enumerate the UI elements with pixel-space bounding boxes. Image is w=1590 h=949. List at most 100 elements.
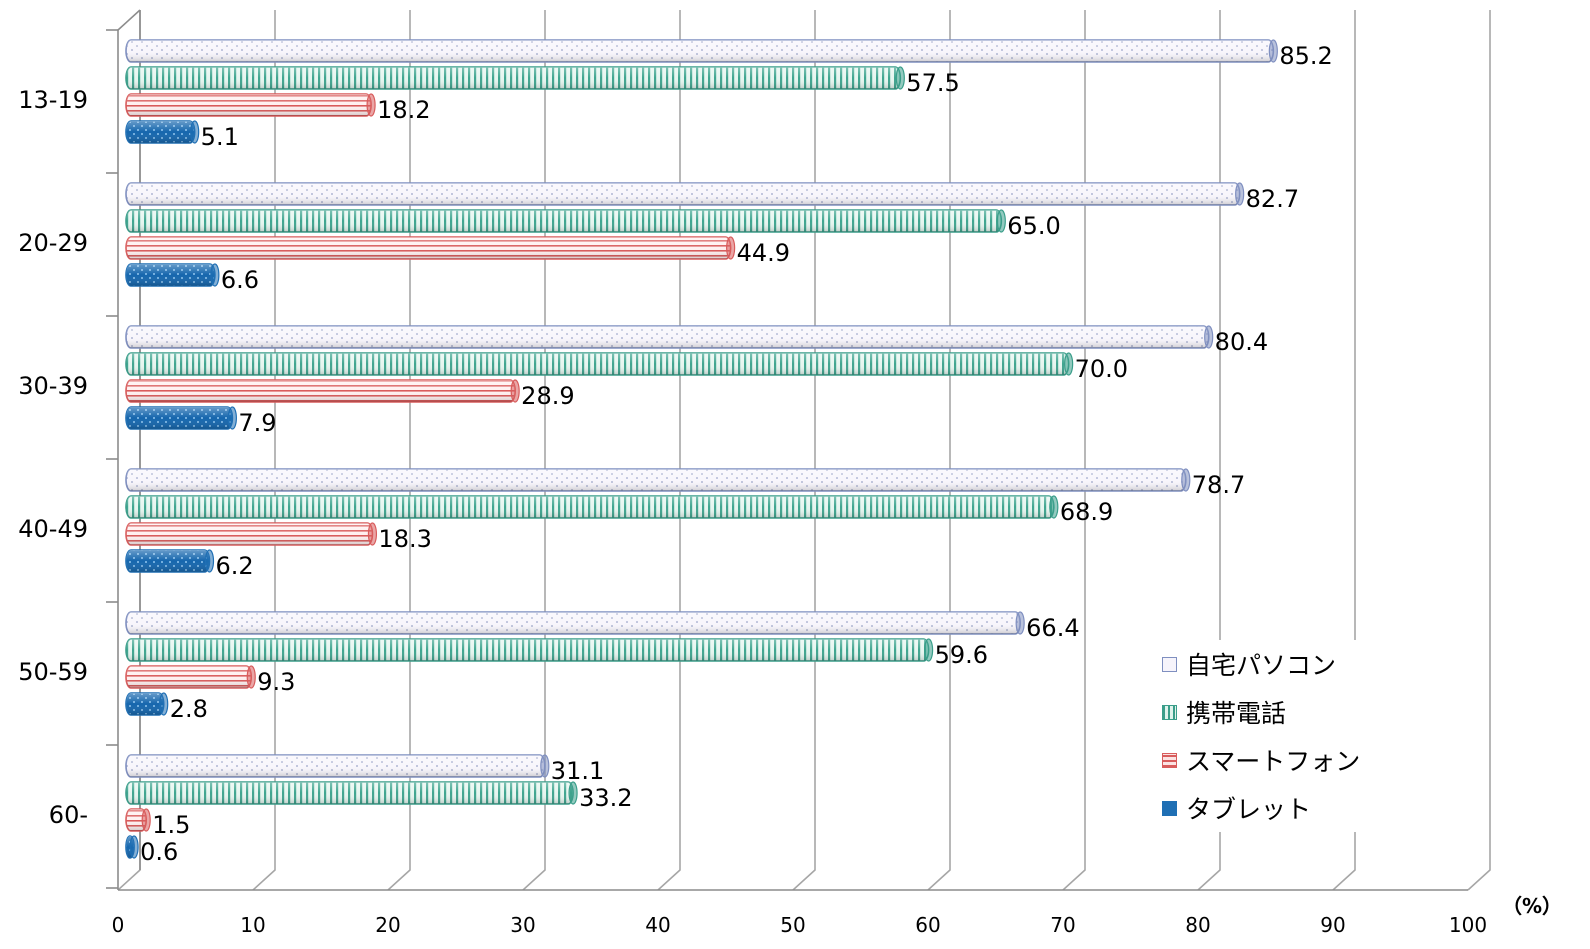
category-label: 30-39 (18, 372, 88, 400)
bar-shade (126, 407, 233, 429)
bar-end-cap (895, 66, 905, 90)
bar-shade (126, 550, 210, 572)
bar-end-cap (1204, 325, 1214, 349)
bar-end-cap (1015, 611, 1025, 635)
legend-swatch-mobile-phone (1162, 704, 1177, 720)
gridlines (117, 10, 1491, 891)
legend-label-home-pc: 自宅パソコン (1186, 651, 1337, 680)
bar-end-cap (726, 236, 736, 260)
x-gridline (657, 10, 681, 891)
bar-end-cap (129, 835, 139, 859)
x-tick-label: 100 (1449, 913, 1487, 937)
legend-label-tablet: タブレット (1186, 795, 1312, 824)
value-label: 66.4 (1026, 614, 1079, 642)
value-label: 44.9 (737, 239, 790, 267)
legend-item-mobile-phone: 携帯電話 (1162, 688, 1392, 736)
value-label: 6.2 (215, 552, 253, 580)
bar-shade (126, 809, 147, 831)
bar-end-cap (204, 549, 215, 573)
value-label: 80.4 (1215, 328, 1268, 356)
bar-end-cap (367, 522, 378, 546)
axes (106, 9, 1468, 891)
bar-shade (126, 782, 574, 804)
value-label: 0.6 (140, 838, 178, 866)
data-labels: 0 10 20 30 40 50 60 70 80 90 100 13-19 85.2 57.5 18.2 5… (18, 42, 1487, 937)
value-label: 2.8 (170, 695, 208, 723)
bar-end-cap (510, 379, 520, 403)
value-label: 9.3 (257, 668, 295, 696)
bar-shade (126, 40, 1274, 62)
value-label: 28.9 (521, 382, 574, 410)
bar-shade (126, 496, 1054, 518)
x-gridline (1062, 10, 1086, 891)
value-label: 65.0 (1007, 212, 1060, 240)
legend-swatch-smartphone (1162, 752, 1177, 768)
bar-end-cap (210, 263, 220, 287)
x-tick-label: 40 (645, 913, 670, 937)
bar-shade (126, 210, 1002, 232)
x-gridline (522, 10, 546, 891)
value-label: 57.5 (906, 69, 959, 97)
bar-shade (126, 237, 731, 259)
bar-end-cap (923, 638, 934, 662)
value-label: 7.9 (238, 409, 276, 437)
x-gridline (792, 10, 816, 891)
bar-end-cap (1235, 182, 1245, 206)
bar-shade (126, 639, 929, 661)
bar-end-cap (246, 665, 256, 689)
value-label: 70.0 (1075, 355, 1128, 383)
bar-shade (126, 612, 1021, 634)
x-gridline (1332, 10, 1356, 891)
bar-shade (126, 67, 901, 89)
x-gridline (387, 10, 411, 891)
bar-shade (126, 264, 215, 286)
legend-swatch-home-pc (1162, 656, 1177, 672)
value-label: 5.1 (201, 123, 239, 151)
category-label: 20-29 (18, 229, 88, 257)
x-tick-label: 10 (240, 913, 265, 937)
x-gridline (252, 10, 276, 891)
bar-shade (126, 380, 516, 402)
legend-item-home-pc: 自宅パソコン (1162, 640, 1392, 688)
category-label: 40-49 (18, 515, 88, 543)
value-label: 18.3 (378, 525, 431, 553)
bar-end-cap (159, 692, 169, 716)
bar-shade (126, 94, 372, 116)
x-tick-label: 20 (375, 913, 400, 937)
x-tick-label: 60 (915, 913, 940, 937)
x-gridline (927, 10, 951, 891)
bar-shade (126, 523, 373, 545)
bar-end-cap (141, 808, 151, 832)
bar-end-cap (1181, 468, 1191, 492)
bar-end-cap (540, 754, 550, 778)
bar-end-cap (996, 209, 1006, 233)
x-tick-label: 70 (1050, 913, 1075, 937)
bar-end-cap (227, 406, 237, 430)
bar-end-cap (366, 93, 376, 117)
axis-corner (117, 9, 141, 31)
legend-label-smartphone: スマートフォン (1186, 747, 1361, 776)
bar-shade (126, 121, 195, 143)
value-label: 18.2 (377, 96, 430, 124)
category-label: 60- (49, 801, 88, 829)
value-label: 68.9 (1060, 498, 1113, 526)
value-label: 6.6 (221, 266, 259, 294)
x-tick-label: 80 (1185, 913, 1210, 937)
legend: 自宅パソコン 携帯電話 スマートフォン タブレット (1162, 640, 1392, 832)
bar-end-cap (1049, 495, 1059, 519)
x-tick-label: 90 (1320, 913, 1345, 937)
bar-end-cap (1268, 39, 1278, 63)
legend-item-smartphone: スマートフォン (1162, 736, 1392, 784)
x-axis-unit: （%） (1502, 894, 1562, 918)
x-gridline (1467, 10, 1491, 891)
bar-shade (126, 353, 1069, 375)
bar-end-cap (190, 120, 200, 144)
legend-swatch-tablet (1162, 800, 1177, 816)
category-label: 13-19 (18, 86, 88, 114)
category-label: 50-59 (18, 658, 88, 686)
bar-end-cap (1064, 352, 1074, 376)
legend-label-mobile-phone: 携帯電話 (1186, 699, 1287, 728)
value-label: 82.7 (1246, 185, 1299, 213)
bar-shade (126, 183, 1240, 205)
x-gridline (1197, 10, 1221, 891)
